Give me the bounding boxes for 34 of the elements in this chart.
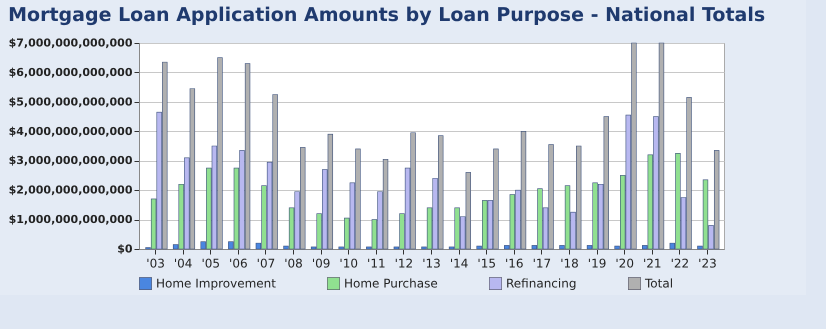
legend-label: Refinancing [506, 276, 576, 291]
x-tick-label: '05 [201, 256, 220, 270]
y-tick-label: $4,000,000,000,000 [8, 124, 133, 138]
x-tick-label: '04 [174, 256, 192, 270]
y-tick-label: $5,000,000,000,000 [8, 95, 133, 108]
y-tick-label: $0 [117, 242, 133, 256]
legend-label: Total [644, 276, 674, 291]
chart-title: Mortgage Loan Application Amounts by Loan Purpose - National Totals [8, 4, 766, 26]
y-tick-label: $2,000,000,000,000 [8, 184, 133, 197]
legend-label: Home Purchase [344, 276, 438, 291]
x-tick-label: '11 [367, 256, 386, 270]
x-tick-label: '16 [504, 256, 524, 270]
x-tick-label: '13 [422, 256, 441, 270]
x-tick-label: '12 [394, 256, 414, 270]
x-tick-label: '21 [642, 256, 662, 270]
x-tick-label: '03 [146, 256, 165, 270]
x-tick-label: '09 [312, 256, 330, 270]
x-tick-label: '17 [532, 256, 552, 270]
y-tick-label: $1,000,000,000,000 [8, 213, 133, 226]
x-tick-label: '08 [284, 256, 303, 270]
legend-label: Home Improvement [156, 276, 276, 291]
x-tick-label: '22 [670, 256, 690, 270]
x-tick-label: '14 [450, 256, 468, 270]
x-tick-label: '10 [339, 256, 358, 270]
y-tick-label: $7,000,000,000,000 [8, 36, 133, 50]
x-tick-label: '18 [560, 256, 579, 270]
x-tick-label: '20 [615, 256, 634, 270]
x-tick-label: '19 [588, 256, 606, 270]
x-tick-label: '15 [477, 256, 496, 270]
y-tick-label: $3,000,000,000,000 [8, 154, 133, 168]
x-tick-label: '23 [698, 256, 717, 270]
x-tick-label: '07 [256, 256, 276, 270]
x-tick-label: '06 [229, 256, 248, 270]
y-tick-label: $6,000,000,000,000 [8, 66, 133, 79]
